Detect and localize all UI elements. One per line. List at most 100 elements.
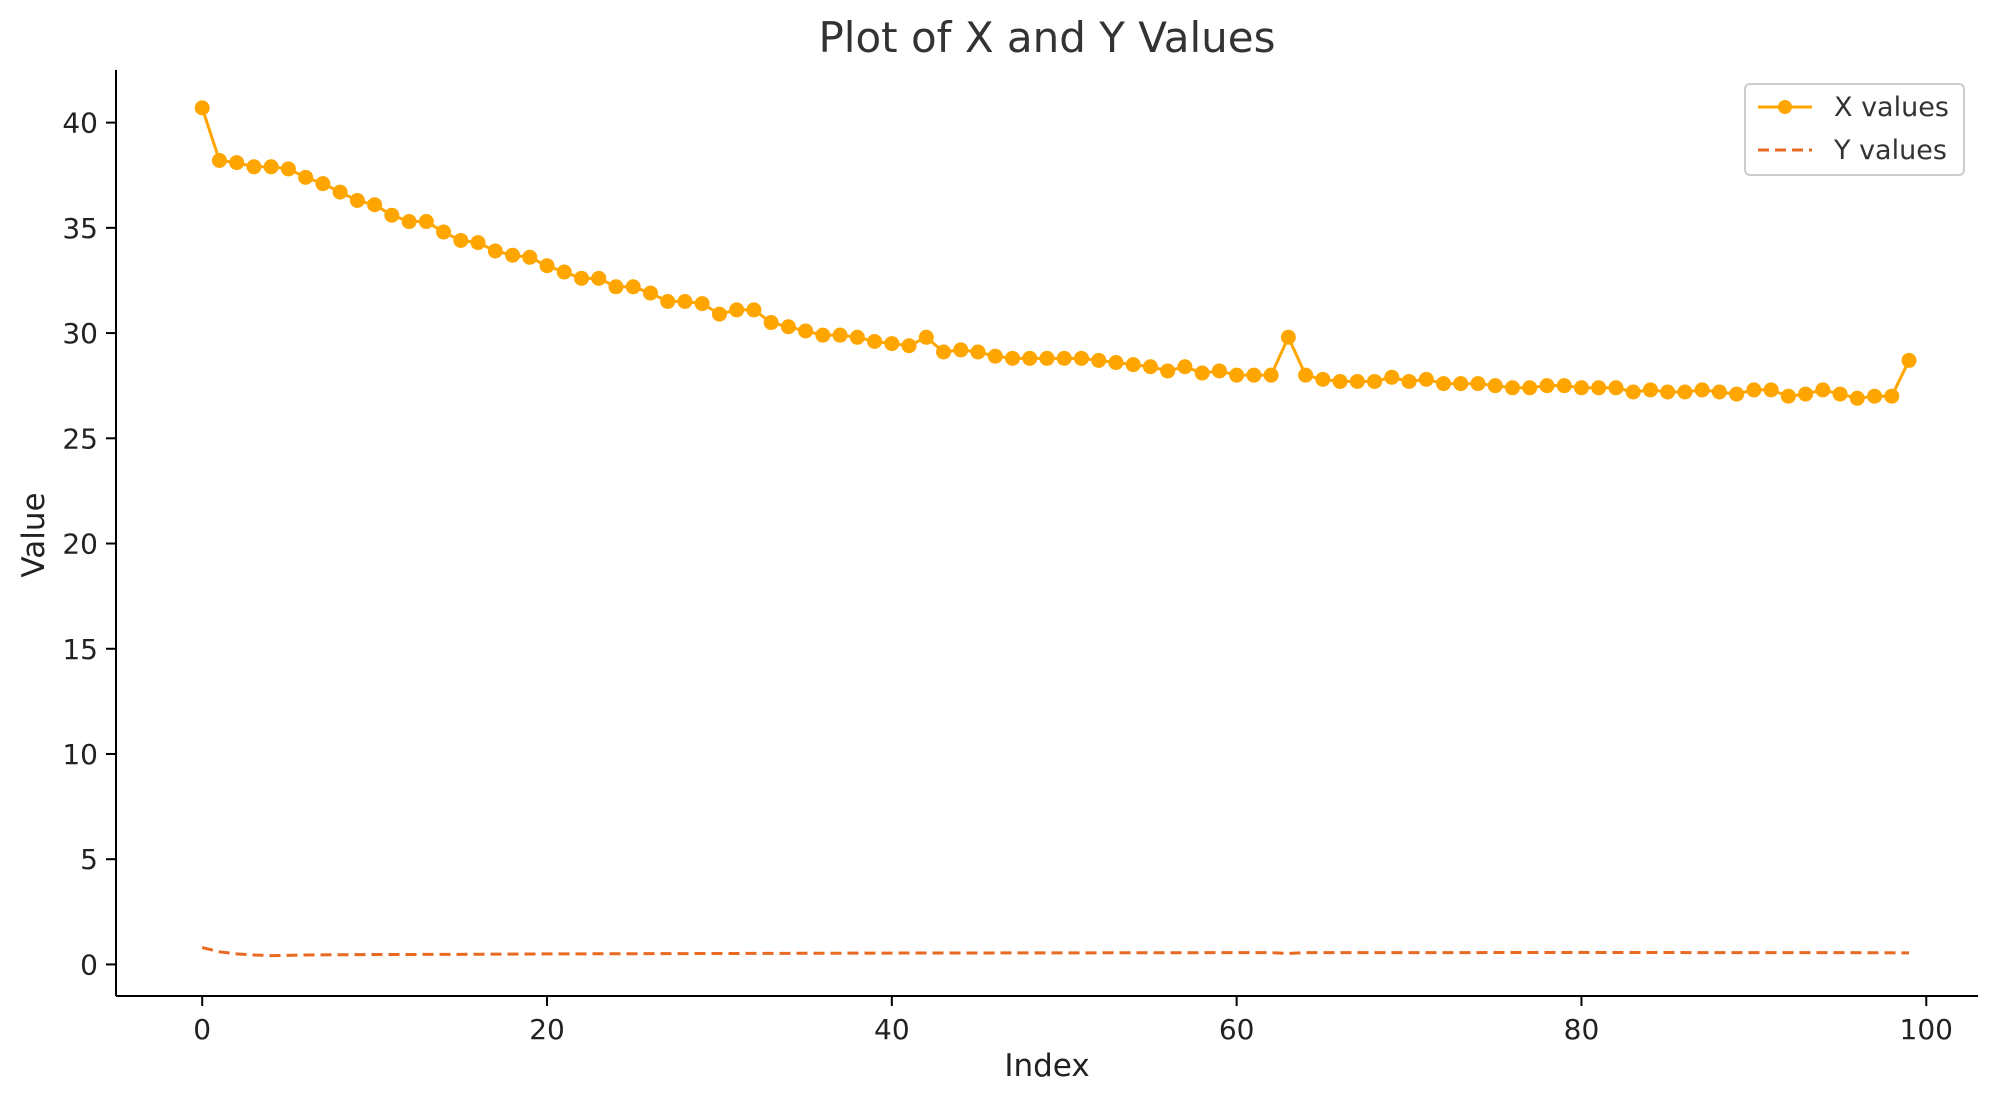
y-tick-label: 0 bbox=[80, 948, 98, 981]
data-point-x-values bbox=[332, 184, 348, 200]
y-tick-label: 15 bbox=[62, 633, 98, 666]
data-point-x-values bbox=[229, 155, 245, 171]
data-point-x-values bbox=[729, 302, 745, 318]
y-tick-label: 40 bbox=[62, 107, 98, 140]
data-point-x-values bbox=[660, 294, 676, 309]
data-point-x-values bbox=[987, 348, 1003, 364]
x-axis-title: Index bbox=[1004, 1048, 1089, 1084]
data-point-x-values bbox=[263, 159, 279, 175]
data-point-x-values bbox=[591, 270, 607, 286]
series-line-x-values bbox=[200, 107, 1911, 400]
legend-marker-x-values bbox=[1778, 100, 1792, 114]
data-point-x-values bbox=[1849, 390, 1865, 406]
data-point-x-values bbox=[1177, 359, 1193, 375]
data-point-x-values bbox=[1591, 380, 1607, 396]
data-point-x-values bbox=[1815, 382, 1831, 398]
data-point-x-values bbox=[505, 247, 521, 263]
data-point-x-values bbox=[608, 279, 624, 295]
data-point-x-values bbox=[1884, 388, 1900, 404]
data-point-x-values bbox=[1539, 378, 1555, 394]
data-point-x-values bbox=[1332, 373, 1348, 389]
data-point-x-values bbox=[401, 214, 417, 230]
data-point-x-values bbox=[1108, 355, 1124, 371]
data-point-x-values bbox=[436, 224, 452, 240]
data-point-x-values bbox=[1694, 382, 1710, 398]
legend-label-y-values: Y values bbox=[1833, 135, 1947, 166]
data-point-x-values bbox=[711, 306, 727, 322]
data-point-x-values bbox=[1194, 365, 1210, 381]
data-point-x-values bbox=[1229, 367, 1245, 383]
data-point-x-values bbox=[953, 342, 969, 358]
data-point-x-values bbox=[1625, 384, 1641, 400]
data-point-x-values bbox=[349, 192, 365, 208]
data-point-x-values bbox=[211, 152, 227, 168]
y-tick-label: 35 bbox=[62, 212, 98, 245]
data-point-x-values bbox=[1798, 386, 1814, 402]
y-tick-label: 30 bbox=[62, 317, 98, 350]
data-point-x-values bbox=[1729, 386, 1745, 402]
data-point-x-values bbox=[1522, 380, 1538, 396]
data-point-x-values bbox=[453, 232, 469, 248]
data-point-x-values bbox=[1470, 376, 1486, 392]
x-tick-label: 60 bbox=[1219, 1013, 1255, 1046]
data-point-x-values bbox=[1608, 380, 1624, 396]
data-point-x-values bbox=[1505, 380, 1520, 396]
x-tick-label: 100 bbox=[1900, 1013, 1953, 1046]
data-point-x-values bbox=[936, 344, 952, 360]
legend-label-x-values: X values bbox=[1834, 92, 1949, 123]
data-point-x-values bbox=[1022, 350, 1038, 366]
data-point-x-values bbox=[1436, 376, 1452, 392]
chart-title: Plot of X and Y Values bbox=[818, 13, 1275, 62]
x-tick-label: 80 bbox=[1564, 1013, 1600, 1046]
data-point-x-values bbox=[780, 319, 796, 335]
data-point-x-values bbox=[556, 264, 572, 280]
data-point-x-values bbox=[1763, 382, 1779, 398]
data-point-x-values bbox=[1315, 371, 1331, 387]
x-tick-label: 0 bbox=[193, 1013, 211, 1046]
data-point-x-values bbox=[1125, 357, 1141, 373]
data-point-x-values bbox=[574, 270, 589, 286]
data-point-x-values bbox=[1367, 373, 1383, 389]
data-point-x-values bbox=[677, 294, 693, 309]
data-point-x-values bbox=[970, 344, 986, 360]
y-tick-label: 5 bbox=[80, 843, 98, 876]
data-point-x-values bbox=[694, 296, 710, 312]
data-point-x-values bbox=[1901, 352, 1917, 368]
data-point-x-values bbox=[1160, 363, 1176, 379]
data-point-x-values bbox=[642, 285, 658, 301]
legend: X values Y values bbox=[1744, 83, 1965, 176]
data-point-x-values bbox=[1211, 363, 1227, 379]
series-layer bbox=[194, 100, 1917, 958]
data-point-x-values bbox=[1073, 350, 1089, 366]
data-point-x-values bbox=[1867, 388, 1883, 404]
y-ticks: 0 5 10 15 20 25 30 35 40 bbox=[62, 107, 116, 981]
data-point-x-values bbox=[1349, 373, 1365, 389]
data-point-x-values bbox=[298, 169, 314, 185]
x-ticks: 0 20 40 60 80 100 bbox=[193, 996, 1953, 1046]
data-point-x-values bbox=[1746, 382, 1762, 398]
y-tick-label: 25 bbox=[62, 422, 98, 455]
data-point-x-values bbox=[832, 327, 848, 343]
data-point-x-values bbox=[1642, 382, 1658, 398]
data-point-x-values bbox=[1056, 350, 1072, 366]
data-point-x-values bbox=[798, 323, 814, 339]
data-point-x-values bbox=[1246, 367, 1262, 383]
data-point-x-values bbox=[384, 207, 400, 223]
data-point-x-values bbox=[918, 329, 934, 345]
data-point-x-values bbox=[470, 235, 486, 251]
data-point-x-values bbox=[280, 161, 296, 177]
data-point-x-values bbox=[1556, 378, 1572, 394]
data-point-x-values bbox=[1142, 359, 1158, 375]
data-point-x-values bbox=[1263, 367, 1279, 383]
data-point-x-values bbox=[522, 249, 538, 265]
data-point-x-values bbox=[1453, 376, 1469, 392]
data-point-x-values bbox=[1298, 367, 1314, 383]
data-point-x-values bbox=[1780, 388, 1796, 404]
data-point-x-values bbox=[1384, 369, 1400, 385]
data-point-x-values bbox=[1418, 371, 1434, 387]
data-point-x-values bbox=[1487, 378, 1503, 394]
data-point-x-values bbox=[1660, 384, 1676, 400]
data-point-x-values bbox=[1039, 350, 1055, 366]
